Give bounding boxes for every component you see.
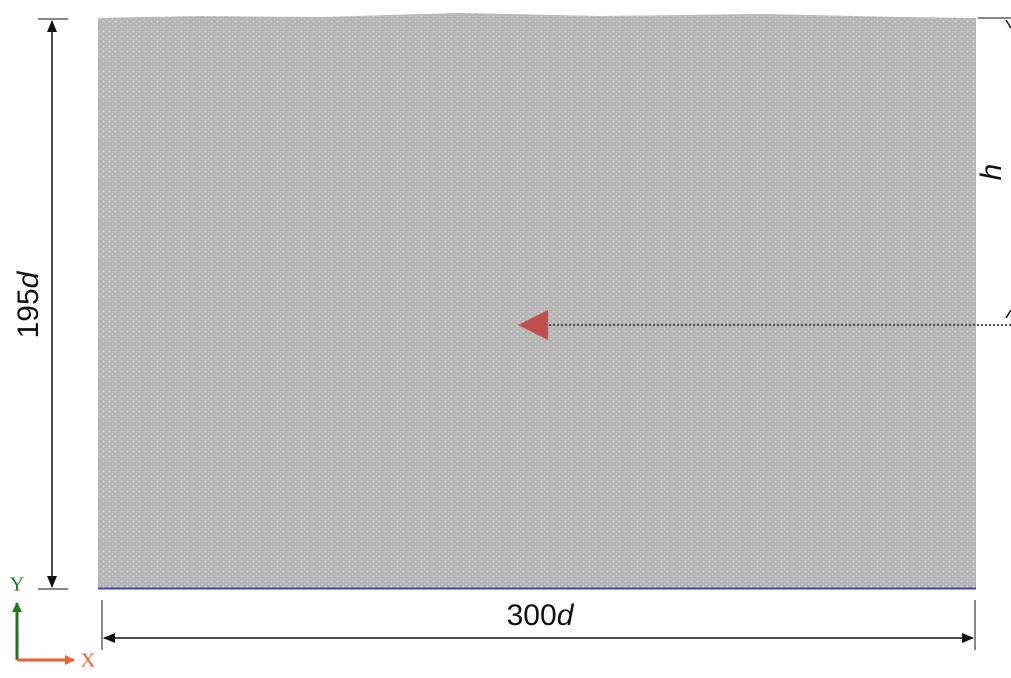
y-axis-label: Y: [10, 574, 24, 596]
depth-arrow: [1006, 20, 1011, 28]
diagram: 195d 300d h Y X: [0, 0, 1011, 678]
granular-bed: [98, 13, 976, 588]
depth-label: h: [975, 164, 1008, 181]
height-label: 195d: [12, 270, 45, 338]
height-number: 195: [12, 288, 45, 338]
depth-arrow: [1006, 310, 1011, 318]
width-label: 300d: [507, 599, 575, 632]
width-number: 300: [507, 599, 557, 632]
width-unit: d: [557, 599, 575, 632]
height-unit: d: [12, 270, 45, 288]
x-axis-label: X: [81, 650, 96, 672]
